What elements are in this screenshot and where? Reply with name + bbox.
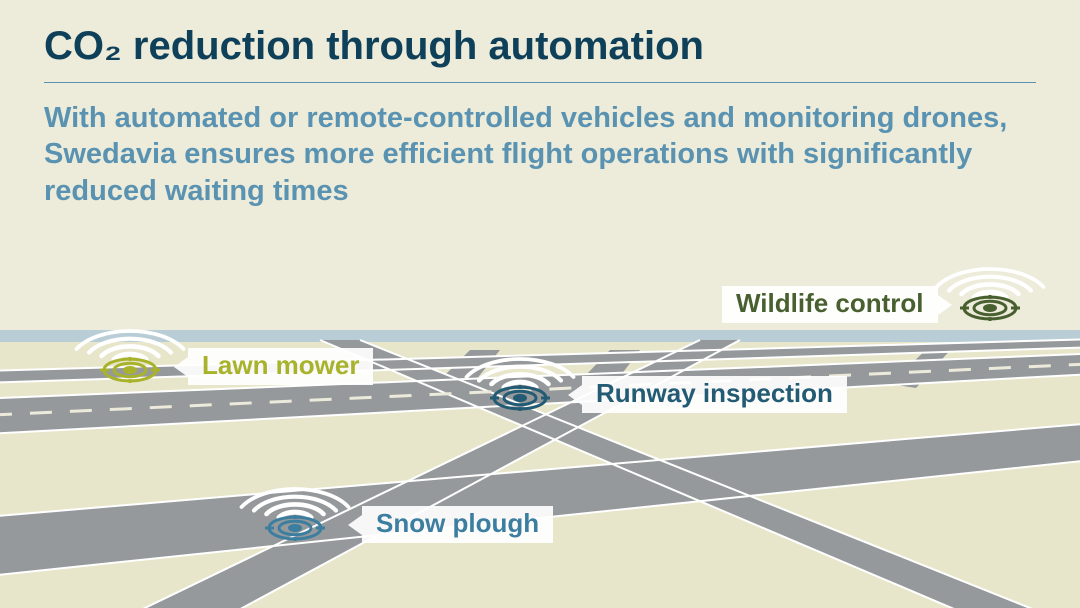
subtitle-text: With automated or remote-controlled vehi… [44,100,1024,209]
runway-inspection-label-tail-icon [568,385,582,405]
snow-plough-label-text: Snow plough [376,508,539,538]
wildlife-control-label-text: Wildlife control [736,288,924,318]
lawn-mower-label-tail-icon [174,357,188,377]
runway-inspection-marker-icon [460,276,580,426]
runway-inspection-label-text: Runway inspection [596,378,833,408]
page-title: CO₂ reduction through automation [44,24,704,69]
snow-plough-label-tail-icon [348,515,362,535]
wildlife-control-label: Wildlife control [722,286,938,323]
title-divider [44,82,1036,83]
lawn-mower-label: Lawn mower [188,348,373,385]
infographic-stage: CO₂ reduction through automation With au… [0,0,1080,608]
wildlife-control-label-tail-icon [938,295,952,315]
snow-plough-label: Snow plough [362,506,553,543]
lawn-mower-marker-icon [70,248,190,398]
runway-inspection-label: Runway inspection [582,376,847,413]
snow-plough-marker-icon [235,406,355,556]
lawn-mower-label-text: Lawn mower [202,350,359,380]
